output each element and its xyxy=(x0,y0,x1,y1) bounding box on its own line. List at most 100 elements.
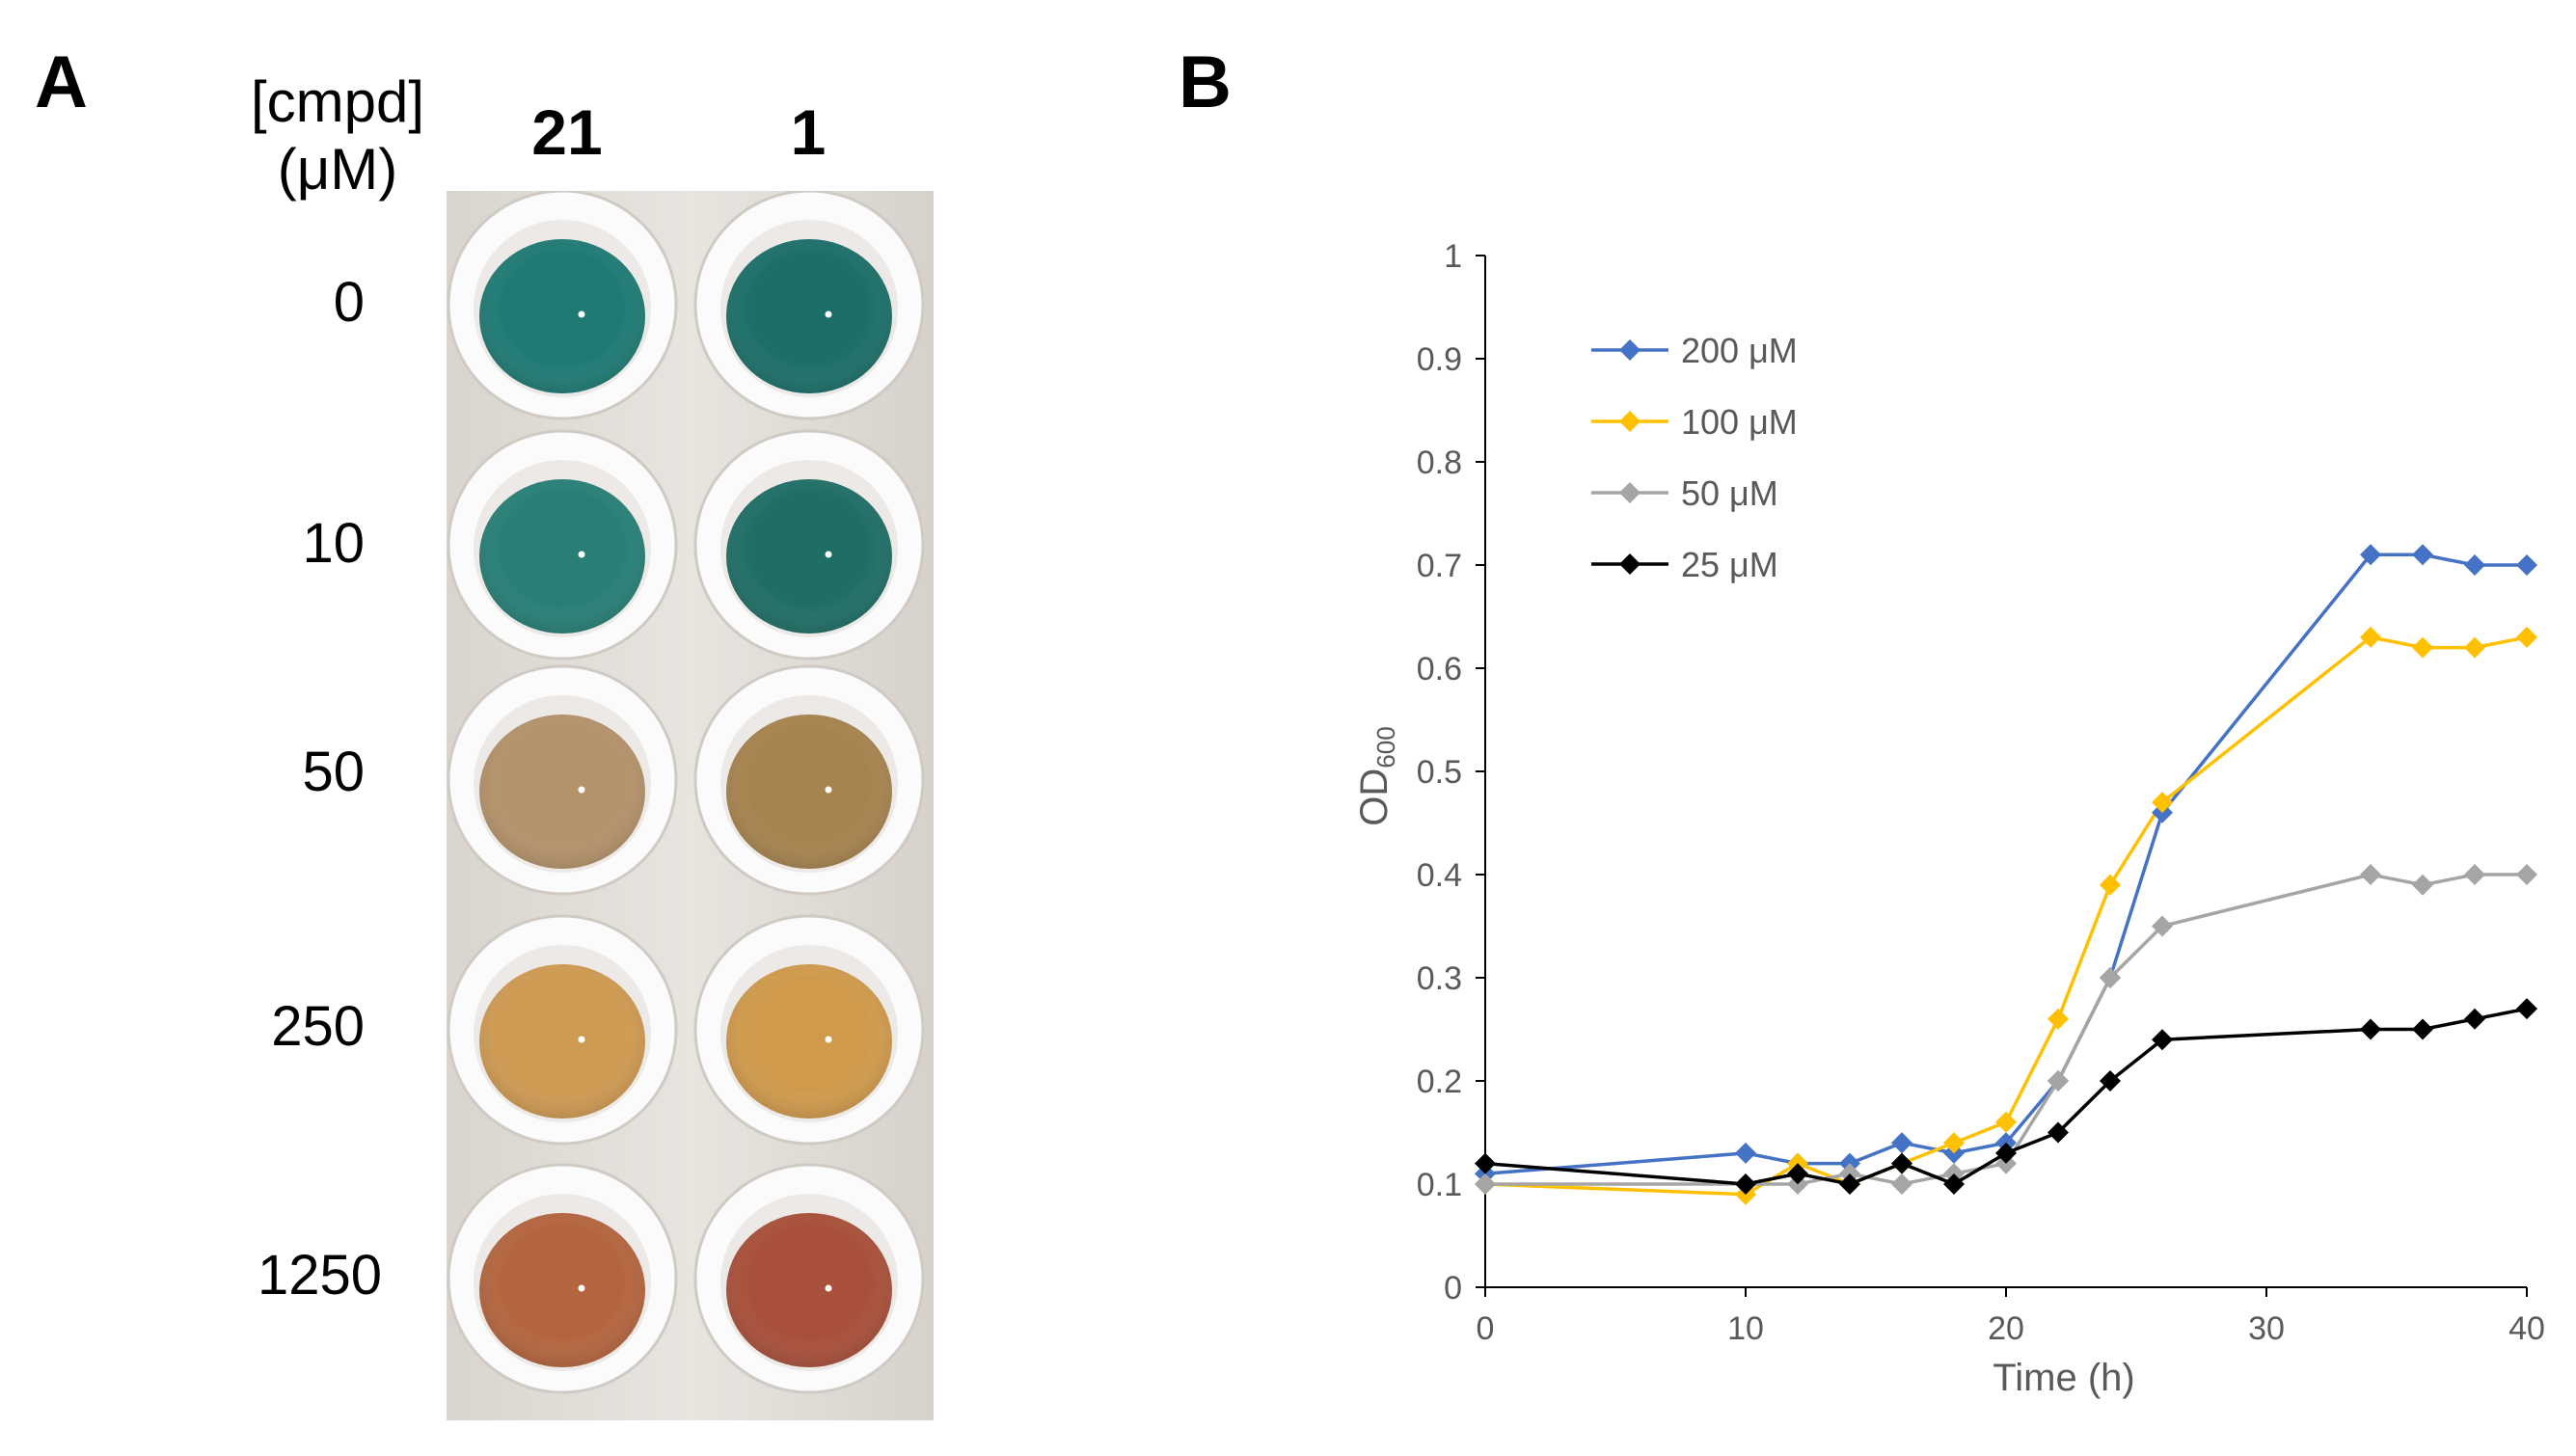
data-point xyxy=(2464,554,2485,576)
y-tick-label: 0.4 xyxy=(1417,857,1462,894)
data-point xyxy=(1891,1132,1912,1154)
data-point xyxy=(2360,626,2381,648)
data-point xyxy=(2464,864,2485,885)
data-point xyxy=(2152,792,2173,814)
y-tick-label: 0 xyxy=(1444,1270,1462,1307)
panel-a-letter: A xyxy=(35,41,88,123)
y-axis-title-subscript: 600 xyxy=(1371,726,1400,768)
x-tick-label: 10 xyxy=(1727,1310,1764,1347)
data-point xyxy=(2152,1029,2173,1051)
x-axis-title: Time (h) xyxy=(1993,1357,2134,1399)
data-point xyxy=(2100,1070,2121,1092)
data-point xyxy=(2516,998,2537,1020)
y-tick-label: 0.2 xyxy=(1417,1064,1462,1100)
well-shading xyxy=(479,715,645,869)
well-highlight xyxy=(578,310,585,318)
legend-label: 50 μM xyxy=(1681,473,1778,513)
well-shading xyxy=(726,239,892,393)
row-label-1250: 1250 xyxy=(257,1244,382,1307)
legend-label: 25 μM xyxy=(1681,545,1778,584)
data-point xyxy=(2412,1018,2433,1040)
well-highlight xyxy=(825,1284,832,1292)
x-tick-label: 40 xyxy=(2508,1310,2545,1347)
data-point xyxy=(2412,874,2433,896)
data-point xyxy=(1943,1132,1965,1154)
data-point xyxy=(1735,1142,1756,1164)
chart-legend: 200 μM 100 μM 50 μM 25 μM xyxy=(1591,331,1798,584)
chart-series-markers xyxy=(1475,544,2537,1205)
data-point xyxy=(2412,544,2433,566)
well-highlight xyxy=(578,551,585,558)
data-point xyxy=(2360,1018,2381,1040)
well-highlight xyxy=(825,1036,832,1043)
row-label-50: 50 xyxy=(302,741,365,803)
data-point xyxy=(2360,864,2381,885)
x-tick-label: 20 xyxy=(1988,1310,2024,1347)
row-label-10: 10 xyxy=(302,512,365,575)
y-tick-label: 0.5 xyxy=(1417,754,1462,791)
well-shading xyxy=(479,479,645,634)
data-point xyxy=(2152,915,2173,937)
well-highlight xyxy=(578,1284,585,1292)
data-point xyxy=(2047,1121,2069,1144)
data-point xyxy=(2464,636,2485,659)
panel-b-letter: B xyxy=(1179,41,1232,123)
well-shading xyxy=(726,479,892,634)
well-shading xyxy=(726,964,892,1119)
series-line-1 xyxy=(1484,635,2528,1197)
data-point xyxy=(2516,554,2537,576)
data-point xyxy=(2360,544,2381,566)
concentration-unit: (μM) xyxy=(277,137,398,202)
data-point xyxy=(2047,1008,2069,1030)
data-point xyxy=(2047,1070,2069,1092)
legend-label: 200 μM xyxy=(1681,331,1798,370)
chart-axes: 00.10.20.30.40.50.60.70.80.910 10 20 30 40 xyxy=(1417,238,2545,1347)
column-header-21: 21 xyxy=(531,96,603,168)
data-point xyxy=(2412,636,2433,659)
data-point xyxy=(1995,1111,2017,1133)
legend-marker xyxy=(1619,482,1641,503)
data-point xyxy=(1891,1173,1912,1195)
wells-group xyxy=(447,191,925,1394)
data-point xyxy=(1995,1142,2017,1164)
y-tick-label: 0.3 xyxy=(1417,960,1462,997)
well-highlight xyxy=(578,1036,585,1043)
row-label-0: 0 xyxy=(333,271,365,334)
data-point xyxy=(2464,1008,2485,1030)
data-point xyxy=(2100,874,2121,896)
data-point xyxy=(1475,1173,1496,1195)
legend-marker xyxy=(1619,339,1641,361)
data-point xyxy=(2516,864,2537,885)
x-tick-label: 30 xyxy=(2248,1310,2285,1347)
data-point xyxy=(2516,626,2537,648)
data-point xyxy=(1891,1152,1912,1174)
data-point xyxy=(1839,1173,1860,1195)
data-point xyxy=(2100,967,2121,988)
well-shading xyxy=(726,1213,892,1367)
y-tick-label: 0.1 xyxy=(1417,1167,1462,1203)
well-highlight xyxy=(825,786,832,794)
well-highlight xyxy=(825,551,832,558)
y-axis-title: OD600 xyxy=(1353,726,1400,825)
well-shading xyxy=(479,239,645,393)
data-point xyxy=(1787,1163,1808,1185)
well-shading xyxy=(479,1213,645,1367)
well-plate-photo xyxy=(447,191,934,1420)
data-point xyxy=(1943,1173,1965,1195)
legend-label: 100 μM xyxy=(1681,402,1798,442)
well-shading xyxy=(479,964,645,1119)
y-tick-label: 0.7 xyxy=(1417,548,1462,584)
data-point xyxy=(1475,1152,1496,1174)
y-axis-title-main: OD xyxy=(1353,768,1396,826)
y-tick-label: 0.9 xyxy=(1417,341,1462,378)
data-point xyxy=(1735,1173,1756,1195)
well-shading xyxy=(726,715,892,869)
well-highlight xyxy=(578,786,585,794)
row-label-250: 250 xyxy=(271,995,365,1058)
y-tick-label: 1 xyxy=(1444,238,1462,275)
y-tick-label: 0.6 xyxy=(1417,651,1462,688)
concentration-header: [cmpd] xyxy=(250,69,425,134)
well-highlight xyxy=(825,310,832,318)
growth-line-chart: 00.10.20.30.40.50.60.70.80.910 10 20 30 40 2… xyxy=(1353,238,2545,1399)
x-tick-label: 0 xyxy=(1477,1310,1495,1347)
